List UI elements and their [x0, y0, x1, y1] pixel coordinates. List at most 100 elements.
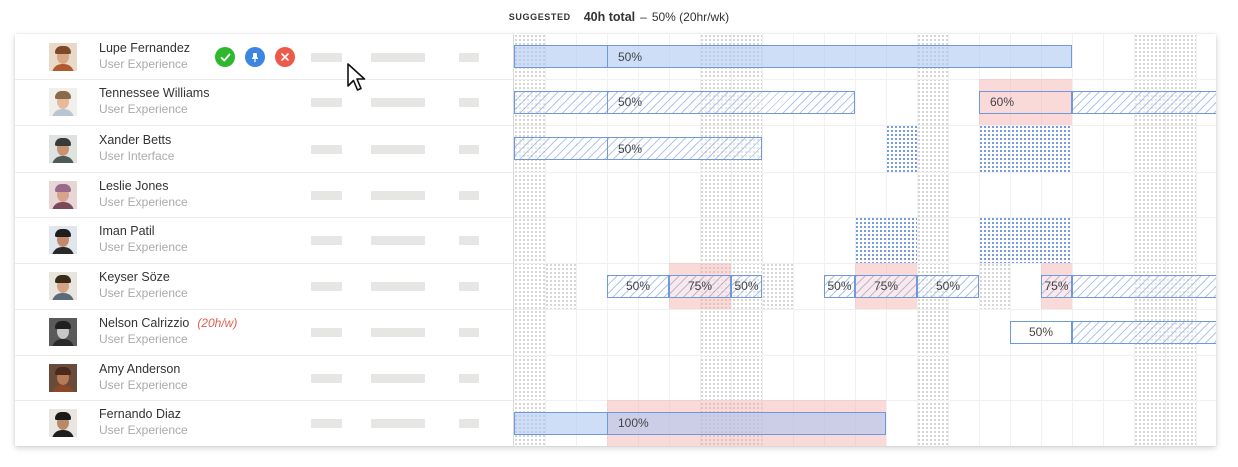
allocation-label: 60% [990, 95, 1015, 109]
avatar-hair [55, 321, 71, 329]
person-name: Amy Anderson [99, 362, 180, 376]
time-off-block [886, 125, 917, 172]
total-hours: 40h total [583, 10, 636, 24]
person-row[interactable]: Amy Anderson User Experience [15, 355, 513, 401]
allocation-summary: 50% (20hr/wk) [651, 10, 730, 24]
placeholder-value [459, 144, 479, 154]
mouse-pointer-icon [347, 63, 366, 91]
avatar [49, 226, 77, 254]
avatar-hair [55, 183, 71, 192]
allocation-label: 75% [687, 279, 713, 293]
row-gridline [514, 263, 1216, 264]
placeholder-value [371, 144, 425, 154]
placeholder-value [371, 373, 425, 383]
avatar-shirt [52, 430, 74, 437]
person-name-text: Iman Patil [99, 224, 155, 238]
person-row[interactable]: Lupe Fernandez User Experience [15, 34, 513, 80]
bar-divider [607, 412, 608, 434]
avatar-shirt [52, 384, 74, 392]
day-gridline [1196, 34, 1197, 446]
pin-button[interactable] [245, 47, 265, 67]
allocation-bar[interactable] [1072, 274, 1216, 298]
avatar-hair [55, 412, 71, 420]
allocation-bar[interactable]: 75% [669, 274, 731, 298]
allocation-bar[interactable]: 50% [824, 274, 855, 298]
day-gridline [1103, 34, 1104, 446]
allocation-bar[interactable]: 50% [514, 90, 855, 114]
bar-divider [607, 138, 608, 159]
allocation-bar[interactable] [1072, 90, 1216, 114]
unavailable-cell [762, 263, 793, 309]
placeholder-value [311, 144, 342, 154]
person-role: User Experience [99, 240, 188, 254]
allocation-bar[interactable]: 60% [979, 90, 1072, 114]
person-row[interactable]: Fernando Diaz User Experience [15, 400, 513, 446]
day-gridline [576, 34, 577, 446]
placeholder-value [371, 190, 425, 200]
people-list: Lupe Fernandez User Experience Tennessee W… [15, 34, 514, 446]
unavailable-cell [979, 263, 1010, 309]
allocation-label: 50% [827, 279, 852, 293]
person-row[interactable]: Keyser Söze User Experience [15, 263, 513, 310]
placeholder-value [459, 282, 479, 291]
allocation-label: 50% [618, 49, 643, 64]
allocation-bar[interactable]: 50% [607, 274, 669, 298]
avatar-hair [55, 45, 71, 54]
allocation-bar[interactable]: 75% [1041, 274, 1072, 298]
allocation-label: 100% [618, 416, 649, 430]
placeholder-value [371, 98, 425, 107]
day-gridline [762, 34, 763, 446]
allocation-bar[interactable]: 100% [514, 411, 886, 435]
person-name: Nelson Calrizzio (20h/w) [99, 316, 237, 330]
time-off-block [979, 125, 1072, 172]
allocation-bar[interactable]: 50% [731, 274, 762, 298]
avatar-shirt [52, 63, 74, 71]
person-name-text: Amy Anderson [99, 361, 181, 376]
person-name-text: Tennessee Williams [99, 86, 210, 100]
allocation-bar[interactable]: 50% [1010, 320, 1072, 344]
check-icon [220, 53, 230, 61]
allocation-bar[interactable]: 75% [855, 274, 917, 298]
person-name-text: Leslie Jones [99, 178, 169, 193]
placeholder-value [311, 328, 342, 337]
avatar [49, 272, 77, 300]
person-role: User Interface [99, 148, 175, 163]
allocation-bar[interactable]: 50% [514, 45, 1072, 68]
day-gridline [607, 34, 608, 446]
placeholder-value [371, 419, 425, 428]
avatar-shirt [52, 109, 74, 116]
allocation-bar[interactable] [1072, 320, 1216, 344]
placeholder-value [459, 52, 479, 62]
person-name-text: Keyser Söze [99, 270, 170, 284]
accept-button[interactable] [215, 47, 235, 67]
allocation-bar[interactable]: 50% [514, 137, 762, 160]
allocation-bar[interactable]: 50% [917, 274, 979, 298]
allocation-label: 50% [618, 141, 643, 156]
person-row[interactable]: Tennessee Williams User Experience [15, 79, 513, 126]
timeline-grid: 50% 50% 60% 50% 50% 75% 50% 50% 75% 50% 75% 50% 100% [514, 34, 1216, 446]
person-row[interactable]: Leslie Jones User Experience [15, 172, 513, 218]
placeholder-value [459, 328, 479, 337]
person-name: Fernando Diaz [99, 407, 181, 421]
person-row[interactable]: Nelson Calrizzio (20h/w) User Experience [15, 309, 513, 356]
person-role: User Experience [99, 102, 188, 116]
reject-button[interactable] [275, 47, 295, 67]
avatar-hair [55, 275, 71, 283]
person-role: User Experience [99, 423, 188, 437]
day-gridline [545, 34, 546, 446]
person-row[interactable]: Iman Patil User Experience [15, 217, 513, 264]
row-gridline [514, 355, 1216, 356]
person-name: Leslie Jones [99, 179, 169, 193]
avatar-hair [55, 91, 71, 99]
placeholder-value [311, 236, 342, 245]
person-name: Lupe Fernandez [99, 41, 190, 55]
person-role: User Experience [99, 56, 188, 71]
placeholder-value [371, 282, 425, 291]
avatar-shirt [52, 339, 74, 346]
person-row[interactable]: Xander Betts User Interface [15, 125, 513, 173]
avatar [49, 363, 77, 392]
header-separator: – [640, 10, 647, 24]
placeholder-value [459, 373, 479, 383]
avatar [49, 409, 77, 437]
placeholder-value [459, 236, 479, 245]
